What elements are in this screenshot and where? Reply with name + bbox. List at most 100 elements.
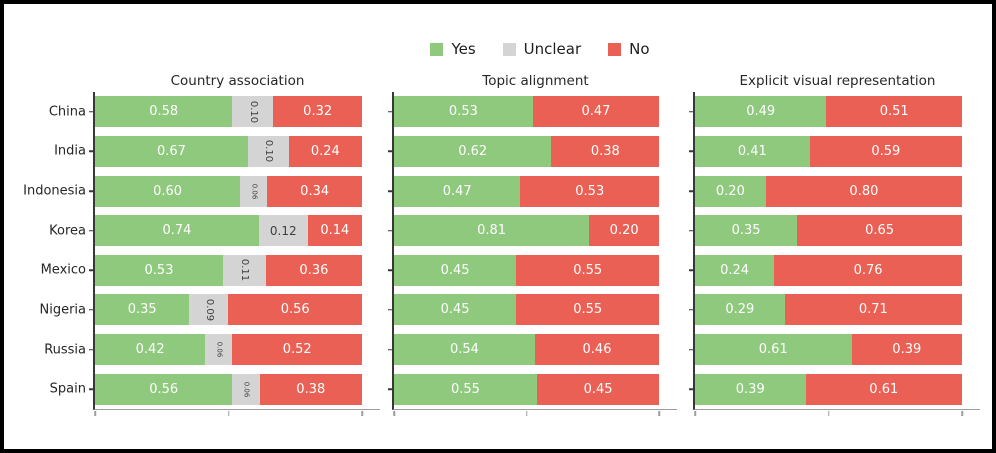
- bar-row-indonesia: 0.60 0.06 0.34: [95, 171, 363, 211]
- bar-segment-yes: 0.67: [95, 135, 248, 167]
- x-tick: [827, 410, 830, 416]
- plot-area: 0.53 0.47 0.62 0.38 0.47 0.53 0.81 0.20 0.45 0.55…: [394, 92, 660, 409]
- stacked-bar: 0.54 0.46: [394, 334, 660, 366]
- bar-segment-no: 0.51: [826, 96, 963, 128]
- bar-segment-no: 0.36: [265, 254, 363, 286]
- bar-segment-no: 0.80: [765, 175, 963, 207]
- bar-segment-unclear: 0.06: [240, 175, 268, 207]
- bar-row-china: 0.53 0.47: [394, 92, 660, 132]
- bar-value-label: 0.56: [149, 381, 179, 397]
- bar-segment-no: 0.32: [273, 96, 363, 128]
- y-tick: [89, 348, 93, 351]
- legend-item-yes: Yes: [430, 42, 476, 57]
- legend-swatch-yes: [430, 43, 444, 56]
- bar-value-label: 0.06: [250, 183, 259, 199]
- category-label-india: India: [54, 143, 86, 159]
- bar-segment-yes: 0.29: [695, 294, 785, 326]
- chart-title: Explicit visual representation: [739, 73, 936, 89]
- bar-value-label: 0.53: [448, 104, 478, 120]
- y-tick: [388, 111, 392, 113]
- bar-segment-no: 0.14: [307, 215, 363, 247]
- stacked-bar: 0.53 0.47: [394, 96, 660, 128]
- stacked-bar: 0.61 0.39: [695, 334, 963, 366]
- bar-segment-yes: 0.45: [394, 254, 517, 286]
- chart-title: Topic alignment: [482, 73, 589, 89]
- bar-value-label: 0.11: [239, 259, 251, 282]
- bar-value-label: 0.39: [892, 342, 922, 358]
- y-tick: [89, 388, 93, 390]
- category-label-russia: Russia: [44, 342, 86, 358]
- y-tick: [89, 229, 93, 232]
- bar-segment-no: 0.65: [797, 215, 963, 247]
- stacked-bar: 0.39 0.61: [695, 373, 963, 405]
- bar-value-label: 0.45: [440, 262, 470, 278]
- bar-value-label: 0.76: [853, 262, 883, 278]
- stacked-bar: 0.45 0.55: [394, 254, 660, 286]
- y-tick: [689, 229, 693, 232]
- legend-swatch-no: [608, 43, 622, 56]
- y-tick: [689, 150, 693, 153]
- bar-row-mexico: 0.24 0.76: [695, 251, 963, 291]
- bar-segment-no: 0.55: [516, 254, 660, 286]
- y-tick: [388, 309, 392, 311]
- bar-value-label: 0.14: [320, 223, 350, 239]
- legend-item-no: No: [608, 42, 650, 57]
- bar-value-label: 0.62: [458, 143, 488, 159]
- stacked-bar: 0.67 0.10 0.24: [95, 135, 363, 167]
- stacked-bar: 0.24 0.76: [695, 254, 963, 286]
- category-label-spain: Spain: [49, 381, 86, 397]
- bar-segment-yes: 0.54: [394, 334, 535, 366]
- y-tick: [89, 111, 93, 113]
- stacked-bar: 0.35 0.65: [695, 215, 963, 247]
- bar-segment-yes: 0.20: [695, 175, 766, 207]
- bar-segment-yes: 0.60: [95, 175, 241, 207]
- stacked-bar: 0.42 0.06 0.52: [95, 334, 363, 366]
- bar-segment-no: 0.55: [516, 294, 660, 326]
- category-label-nigeria: Nigeria: [39, 302, 86, 318]
- bar-segment-yes: 0.35: [95, 294, 190, 326]
- bar-value-label: 0.47: [581, 104, 611, 120]
- stacked-bar: 0.47 0.53: [394, 175, 660, 207]
- category-label-korea: Korea: [49, 223, 86, 239]
- bar-row-mexico: 0.53 0.11 0.36: [95, 251, 363, 291]
- y-tick: [388, 150, 392, 153]
- bar-segment-no: 0.39: [851, 334, 963, 366]
- stacked-bar: 0.35 0.09 0.56: [95, 294, 363, 326]
- bar-segment-yes: 0.58: [95, 96, 233, 128]
- bar-value-label: 0.55: [573, 262, 603, 278]
- x-tick: [525, 410, 528, 416]
- bar-value-label: 0.34: [300, 183, 330, 199]
- bar-segment-no: 0.71: [784, 294, 963, 326]
- stacked-bar: 0.53 0.11 0.36: [95, 254, 363, 286]
- bar-segment-unclear: 0.10: [232, 96, 274, 128]
- bar-segment-no: 0.76: [774, 254, 963, 286]
- bar-segment-yes: 0.39: [695, 373, 806, 405]
- bar-value-label: 0.42: [135, 342, 165, 358]
- x-tick: [227, 410, 230, 416]
- bar-value-label: 0.06: [215, 341, 224, 358]
- chart-country-association: Country association 0.58 0.10 0.32 0.67 0.10…: [23, 73, 380, 416]
- bar-row-spain: 0.55 0.45: [394, 369, 660, 409]
- chart-explicit-visual-representation: Explicit visual representation 0.49 0.51 0…: [689, 73, 980, 416]
- bar-segment-no: 0.38: [551, 135, 660, 167]
- y-tick: [89, 309, 93, 311]
- bar-value-label: 0.06: [242, 381, 251, 397]
- legend-item-unclear: Unclear: [502, 42, 581, 57]
- bar-value-label: 0.80: [849, 183, 879, 199]
- x-tick: [658, 410, 660, 416]
- bar-value-label: 0.35: [127, 302, 157, 318]
- bar-value-label: 0.61: [869, 381, 899, 397]
- bar-segment-unclear: 0.06: [232, 373, 260, 405]
- bar-value-label: 0.20: [609, 223, 639, 239]
- bar-value-label: 0.10: [263, 140, 275, 163]
- bar-value-label: 0.56: [280, 302, 310, 318]
- bar-value-label: 0.67: [156, 143, 186, 159]
- bar-row-korea: 0.81 0.20: [394, 211, 660, 251]
- y-tick: [689, 190, 693, 192]
- bar-segment-unclear: 0.09: [189, 294, 229, 326]
- bar-value-label: 0.71: [858, 302, 888, 318]
- bar-segment-no: 0.38: [259, 373, 363, 405]
- bar-value-label: 0.81: [477, 223, 507, 239]
- bar-row-india: 0.67 0.10 0.24: [95, 132, 363, 172]
- x-tick: [961, 410, 963, 416]
